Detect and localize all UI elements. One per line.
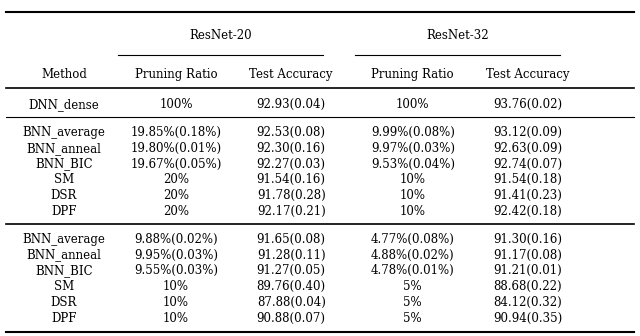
- Text: 19.67%(0.05%): 19.67%(0.05%): [131, 158, 221, 170]
- Text: 9.53%(0.04%): 9.53%(0.04%): [371, 158, 455, 170]
- Text: Pruning Ratio: Pruning Ratio: [134, 68, 218, 81]
- Text: Test Accuracy: Test Accuracy: [486, 68, 570, 81]
- Text: BNN_anneal: BNN_anneal: [27, 249, 101, 261]
- Text: 9.55%(0.03%): 9.55%(0.03%): [134, 264, 218, 277]
- Text: 10%: 10%: [400, 205, 426, 218]
- Text: DPF: DPF: [51, 312, 77, 325]
- Text: 4.88%(0.02%): 4.88%(0.02%): [371, 249, 454, 261]
- Text: 5%: 5%: [403, 280, 422, 293]
- Text: 9.95%(0.03%): 9.95%(0.03%): [134, 249, 218, 261]
- Text: 90.94(0.35): 90.94(0.35): [493, 312, 563, 325]
- Text: BNN_average: BNN_average: [22, 126, 106, 139]
- Text: 4.78%(0.01%): 4.78%(0.01%): [371, 264, 454, 277]
- Text: 91.54(0.16): 91.54(0.16): [257, 173, 326, 186]
- Text: 5%: 5%: [403, 312, 422, 325]
- Text: Method: Method: [41, 68, 87, 81]
- Text: 10%: 10%: [163, 280, 189, 293]
- Text: 19.80%(0.01%): 19.80%(0.01%): [131, 142, 221, 155]
- Text: 4.77%(0.08%): 4.77%(0.08%): [371, 233, 455, 246]
- Text: 89.76(0.40): 89.76(0.40): [257, 280, 326, 293]
- Text: 91.41(0.23): 91.41(0.23): [493, 189, 563, 202]
- Text: 92.74(0.07): 92.74(0.07): [493, 158, 563, 170]
- Text: 91.27(0.05): 91.27(0.05): [257, 264, 326, 277]
- Text: 92.93(0.04): 92.93(0.04): [257, 98, 326, 111]
- Text: 92.53(0.08): 92.53(0.08): [257, 126, 326, 139]
- Text: Pruning Ratio: Pruning Ratio: [371, 68, 454, 81]
- Text: 92.27(0.03): 92.27(0.03): [257, 158, 326, 170]
- Text: SM: SM: [54, 173, 74, 186]
- Text: 9.97%(0.03%): 9.97%(0.03%): [371, 142, 455, 155]
- Text: DNN_dense: DNN_dense: [29, 98, 99, 111]
- Text: 92.63(0.09): 92.63(0.09): [493, 142, 563, 155]
- Text: Test Accuracy: Test Accuracy: [250, 68, 333, 81]
- Text: 91.78(0.28): 91.78(0.28): [257, 189, 326, 202]
- Text: 88.68(0.22): 88.68(0.22): [493, 280, 563, 293]
- Text: 100%: 100%: [159, 98, 193, 111]
- Text: 87.88(0.04): 87.88(0.04): [257, 296, 326, 309]
- Text: 10%: 10%: [163, 312, 189, 325]
- Text: 20%: 20%: [163, 173, 189, 186]
- Text: 91.28(0.11): 91.28(0.11): [257, 249, 326, 261]
- Text: BNN_BIC: BNN_BIC: [35, 158, 93, 170]
- Text: 91.65(0.08): 91.65(0.08): [257, 233, 326, 246]
- Text: 91.30(0.16): 91.30(0.16): [493, 233, 563, 246]
- Text: 91.54(0.18): 91.54(0.18): [493, 173, 563, 186]
- Text: ResNet-32: ResNet-32: [426, 29, 489, 42]
- Text: 91.17(0.08): 91.17(0.08): [493, 249, 563, 261]
- Text: 92.30(0.16): 92.30(0.16): [257, 142, 326, 155]
- Text: 20%: 20%: [163, 205, 189, 218]
- Text: 9.99%(0.08%): 9.99%(0.08%): [371, 126, 455, 139]
- Text: 19.85%(0.18%): 19.85%(0.18%): [131, 126, 221, 139]
- Text: 100%: 100%: [396, 98, 429, 111]
- Text: DSR: DSR: [51, 296, 77, 309]
- Text: DPF: DPF: [51, 205, 77, 218]
- Text: BNN_BIC: BNN_BIC: [35, 264, 93, 277]
- Text: 5%: 5%: [403, 296, 422, 309]
- Text: 91.21(0.01): 91.21(0.01): [493, 264, 563, 277]
- Text: DSR: DSR: [51, 189, 77, 202]
- Text: 84.12(0.32): 84.12(0.32): [493, 296, 563, 309]
- Text: 10%: 10%: [400, 189, 426, 202]
- Text: 90.88(0.07): 90.88(0.07): [257, 312, 326, 325]
- Text: 93.76(0.02): 93.76(0.02): [493, 98, 563, 111]
- Text: 93.12(0.09): 93.12(0.09): [493, 126, 563, 139]
- Text: SM: SM: [54, 280, 74, 293]
- Text: 10%: 10%: [163, 296, 189, 309]
- Text: 20%: 20%: [163, 189, 189, 202]
- Text: 9.88%(0.02%): 9.88%(0.02%): [134, 233, 218, 246]
- Text: BNN_average: BNN_average: [22, 233, 106, 246]
- Text: 92.17(0.21): 92.17(0.21): [257, 205, 326, 218]
- Text: 92.42(0.18): 92.42(0.18): [493, 205, 563, 218]
- Text: BNN_anneal: BNN_anneal: [27, 142, 101, 155]
- Text: 10%: 10%: [400, 173, 426, 186]
- Text: ResNet-20: ResNet-20: [189, 29, 252, 42]
